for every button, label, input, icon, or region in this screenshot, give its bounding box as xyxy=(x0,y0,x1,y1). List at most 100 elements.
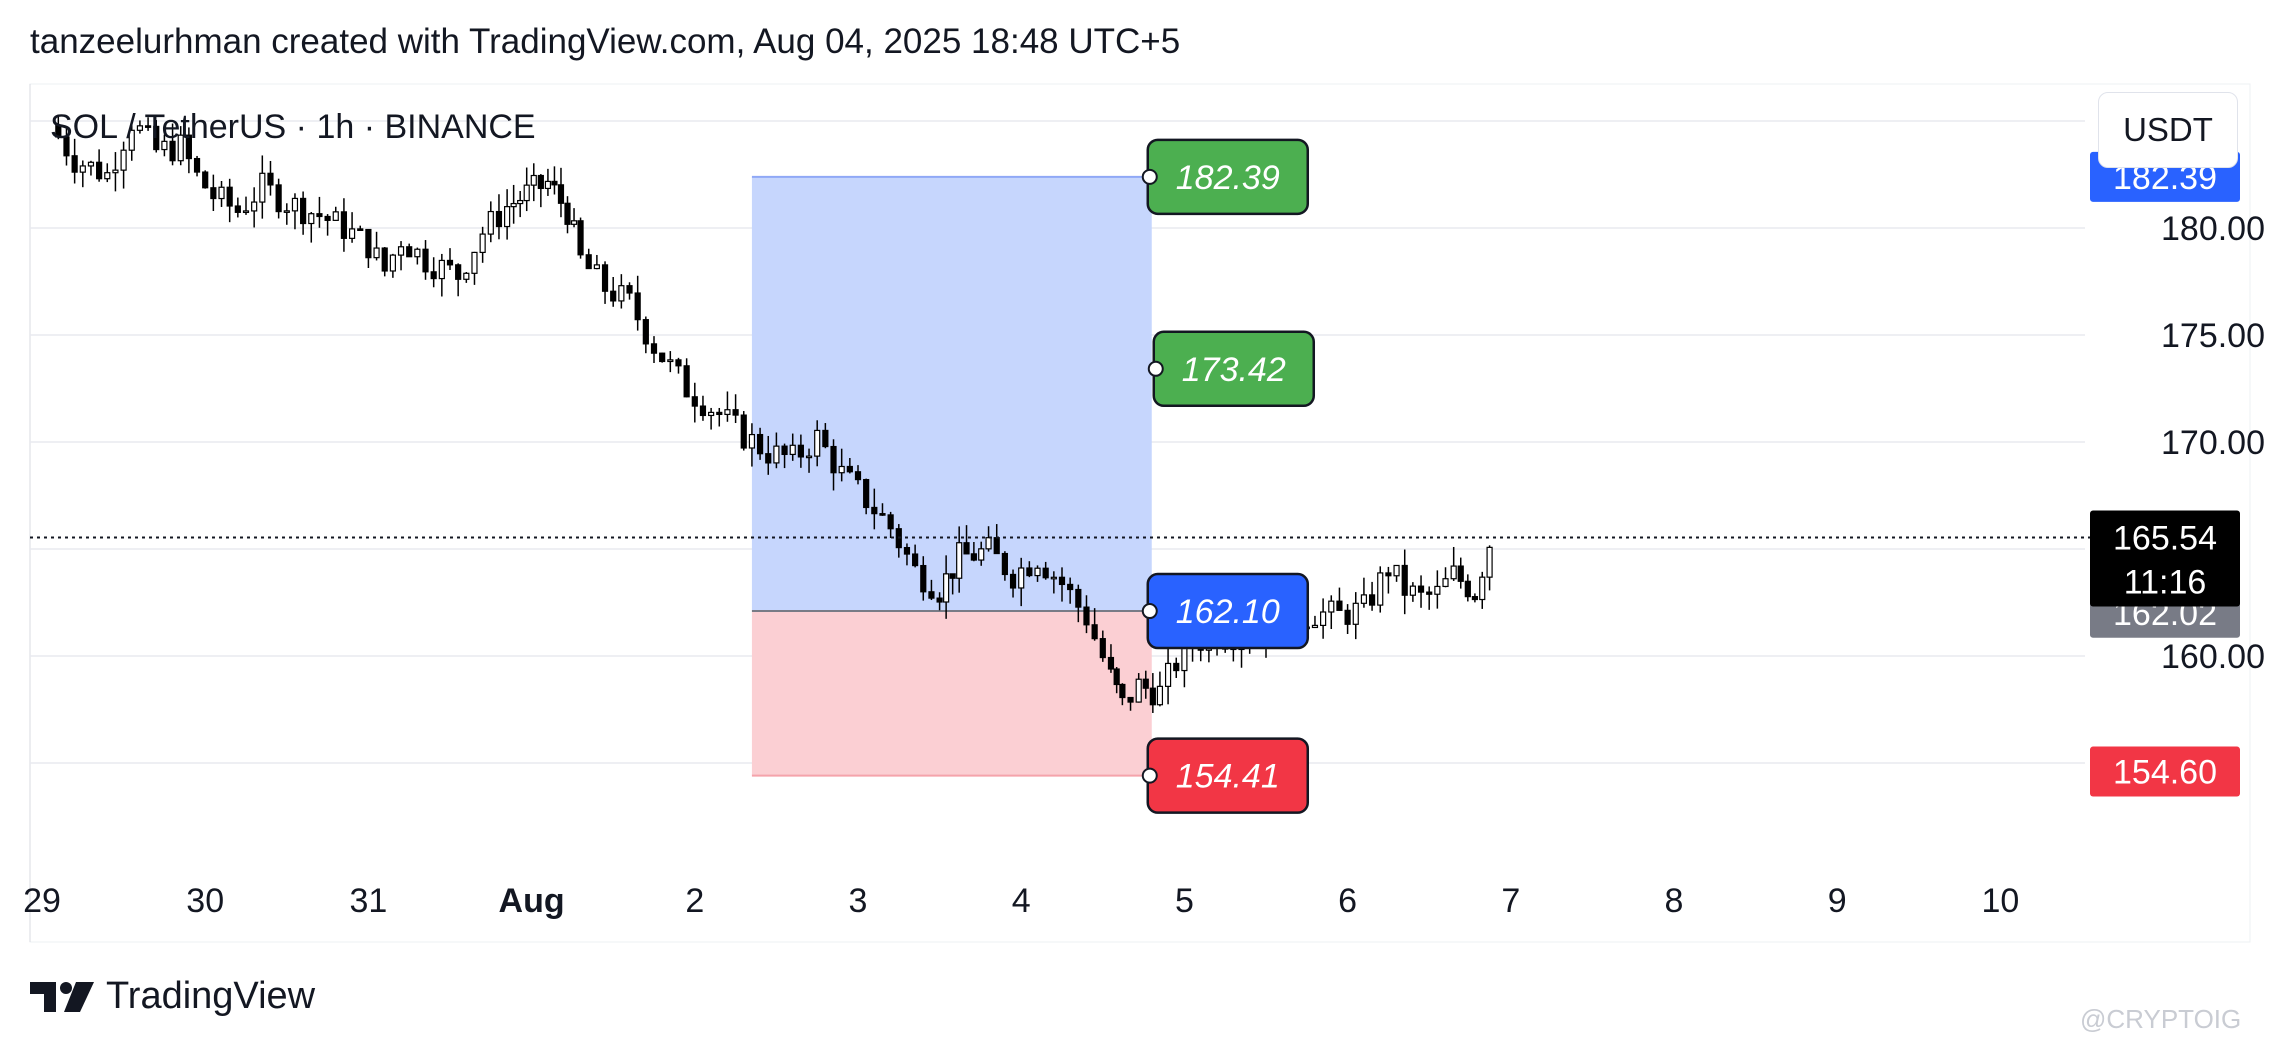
chart-labels: SOL / TetherUS · 1h · BINANCE182.39162.0… xyxy=(50,108,2240,814)
candle-body xyxy=(789,444,796,456)
x-tick-label: Aug xyxy=(499,882,565,920)
target-2-label-handle xyxy=(1147,360,1164,377)
candle-body xyxy=(1164,662,1172,687)
watermark: @CRYPTOIG xyxy=(2080,1004,2242,1034)
candle-body xyxy=(438,259,445,280)
candle-body xyxy=(357,228,364,232)
axes: 29 30 31 Aug 2 3 4 5 6 7 8 9 10 160.00 170.00 175.00 180… xyxy=(23,210,2265,920)
candle-body xyxy=(504,206,511,228)
candle-body xyxy=(1360,594,1368,604)
candle-body xyxy=(463,272,470,280)
candle-body xyxy=(1311,624,1319,629)
candle-body xyxy=(1173,662,1180,672)
candle-body xyxy=(699,405,707,417)
candle-body xyxy=(650,343,658,354)
candle-body xyxy=(210,187,217,200)
candle-body xyxy=(814,429,821,457)
candle-body xyxy=(1409,585,1416,596)
candle-body xyxy=(601,264,609,292)
candle-body xyxy=(523,184,530,202)
candle-body xyxy=(956,542,963,579)
currency-button[interactable]: USDT xyxy=(2098,92,2238,168)
candle-body xyxy=(1401,564,1408,596)
candle-body xyxy=(593,264,600,270)
candle-body xyxy=(1457,565,1464,582)
candle-body xyxy=(683,365,690,398)
candle-body xyxy=(308,213,315,225)
candle-body xyxy=(96,161,103,180)
candle-body xyxy=(1034,567,1041,577)
candle-body xyxy=(300,197,307,225)
candle-body xyxy=(471,251,478,274)
x-tick-label: 30 xyxy=(186,882,224,920)
candle-body xyxy=(446,259,454,266)
candle-body xyxy=(1149,687,1156,706)
candle-body xyxy=(455,264,462,280)
y-tick-label: 160.00 xyxy=(2161,638,2265,676)
candle-body xyxy=(928,591,935,599)
candle-body xyxy=(544,180,552,190)
candle-body xyxy=(1320,611,1327,627)
candle-body xyxy=(530,174,537,186)
candle-body xyxy=(557,184,565,204)
candle-body xyxy=(564,202,571,225)
candle-body xyxy=(1479,576,1486,601)
candle-body xyxy=(732,409,739,416)
candle-body xyxy=(324,215,331,221)
candle-body xyxy=(724,409,731,416)
candle-body xyxy=(1434,585,1441,595)
candle-body xyxy=(756,433,764,455)
target-2-label: 173.42 xyxy=(1182,351,1286,389)
candle-body xyxy=(1344,609,1351,625)
candle-body xyxy=(373,247,380,259)
candle-body xyxy=(1385,572,1392,577)
candle-body xyxy=(585,254,592,270)
candle-body xyxy=(626,285,633,294)
x-tick-label: 9 xyxy=(1828,882,1847,920)
candle-body xyxy=(748,433,756,449)
candle-body xyxy=(251,201,258,212)
candle-body xyxy=(1083,606,1090,626)
candle-body xyxy=(716,411,723,416)
candle-body xyxy=(128,129,135,151)
candle-body xyxy=(1352,602,1359,625)
candle-body xyxy=(805,455,813,459)
candle-body xyxy=(1486,546,1493,578)
stop-label-handle xyxy=(1141,767,1158,784)
tradingview-logo[interactable]: TradingView xyxy=(30,975,315,1018)
candle-body xyxy=(610,290,617,302)
candle-body xyxy=(487,210,494,235)
y-tick-label: 170.00 xyxy=(2161,424,2265,462)
candle-body xyxy=(551,180,558,186)
y-tick-label: 180.00 xyxy=(2161,210,2265,248)
candle-body xyxy=(1328,600,1335,613)
candle-body xyxy=(517,199,524,205)
candle-body xyxy=(381,247,388,272)
candle-body xyxy=(871,506,878,515)
candle-body xyxy=(667,359,674,363)
candle-body xyxy=(283,210,290,213)
candle-body xyxy=(879,513,886,516)
candle-body xyxy=(242,210,250,214)
last-price-tag-bg xyxy=(2090,510,2240,607)
candle-body xyxy=(781,445,788,456)
candle-body xyxy=(740,414,747,449)
candle-body xyxy=(912,553,919,567)
stop-label: 154.41 xyxy=(1176,758,1280,796)
candle-body xyxy=(1119,683,1126,699)
candle-body xyxy=(389,254,396,272)
candle-body xyxy=(275,184,282,213)
x-tick-label: 4 xyxy=(1012,882,1031,920)
candle-body xyxy=(202,171,209,189)
candle-body xyxy=(691,396,698,407)
candle-body xyxy=(1442,578,1449,588)
candle-body xyxy=(1135,678,1142,703)
candle-body xyxy=(773,445,780,464)
candle-body xyxy=(1042,567,1049,579)
candle-body xyxy=(863,478,870,509)
candle-body xyxy=(936,597,943,603)
axis-price-tag-2-bg xyxy=(2090,746,2240,797)
candle-body xyxy=(479,233,486,254)
candle-body xyxy=(1026,567,1033,577)
